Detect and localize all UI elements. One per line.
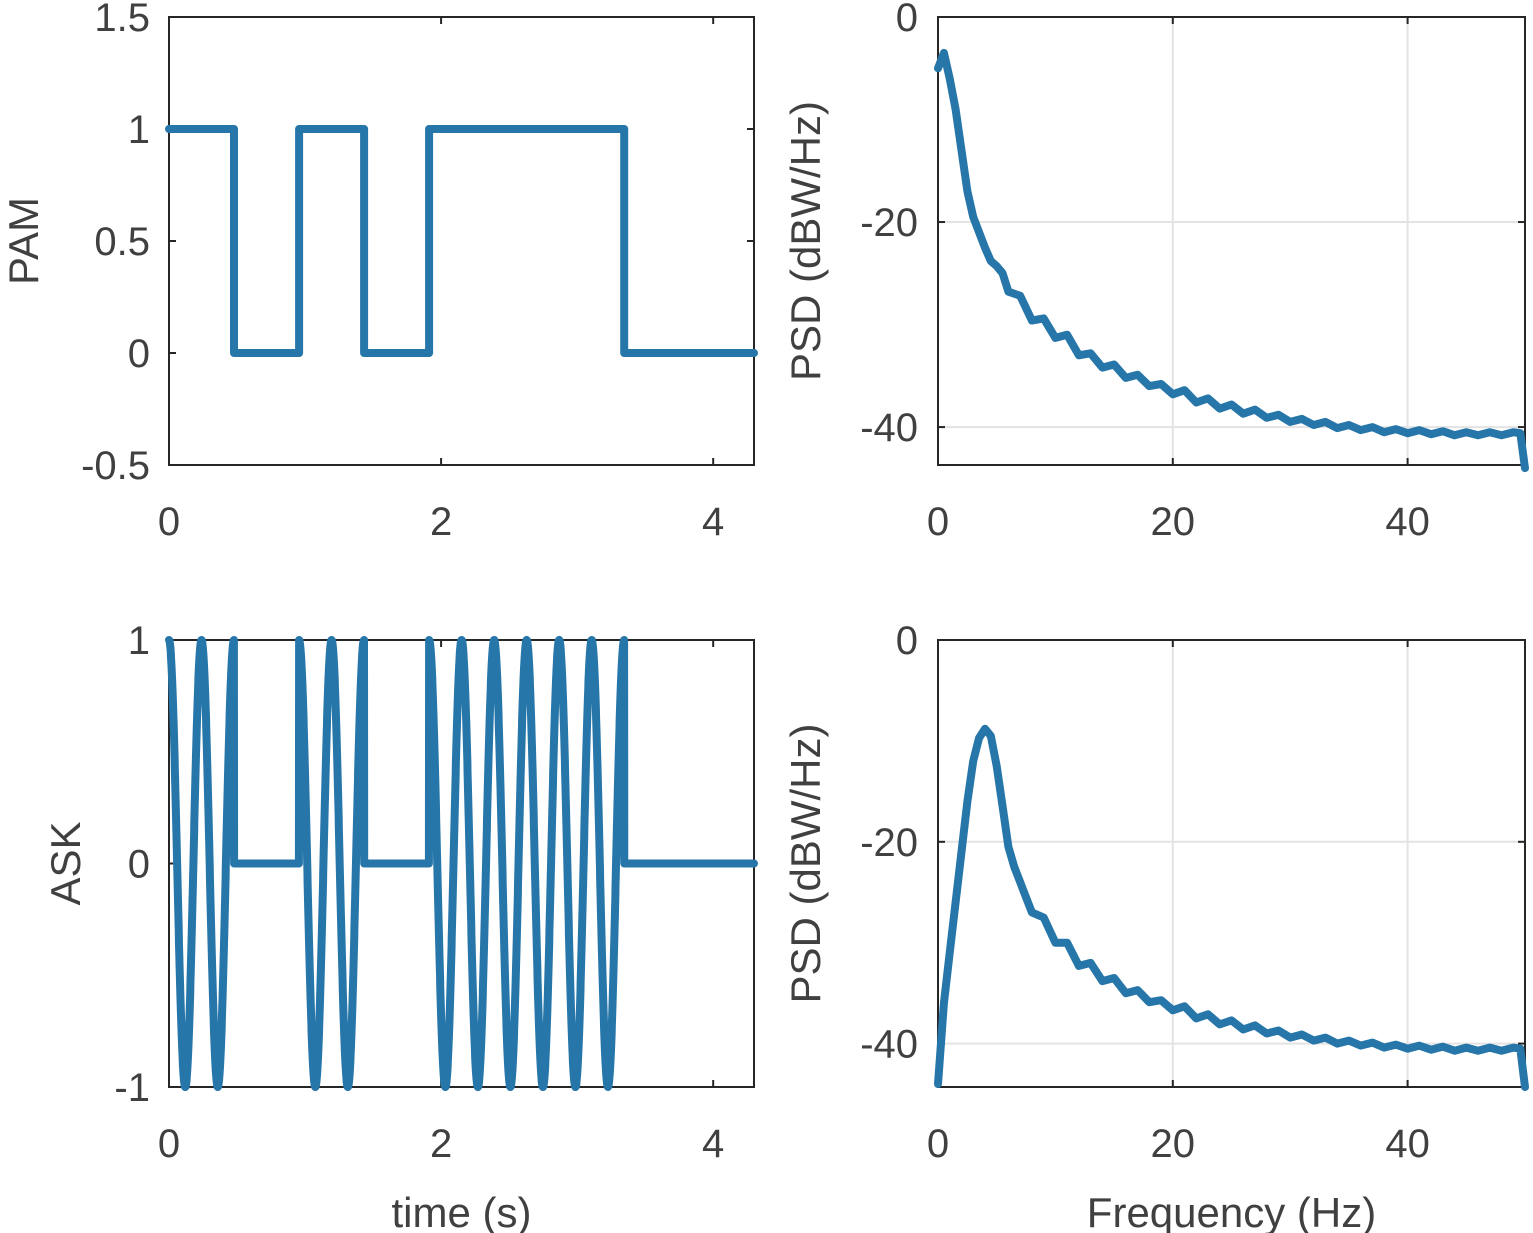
x-tick-label: 40	[1385, 1122, 1430, 1166]
x-tick-label: 20	[1151, 1122, 1196, 1166]
x-tick-label: 20	[1151, 500, 1196, 544]
y-axis-label: ASK	[42, 821, 89, 905]
y-tick-label: 1.5	[94, 0, 150, 40]
y-tick-label: -0.5	[81, 444, 150, 488]
y-tick-label: -40	[860, 406, 918, 450]
y-tick-label: 0	[896, 619, 918, 663]
y-axis-label: PSD (dBW/Hz)	[782, 101, 829, 381]
x-axis-label: time (s)	[392, 1189, 532, 1233]
x-tick-label: 2	[430, 500, 452, 544]
y-tick-label: -40	[860, 1023, 918, 1067]
axes-box	[168, 16, 755, 466]
y-tick-label: 0	[128, 332, 150, 376]
series-line-ask	[165, 636, 758, 1091]
x-tick-label: 0	[158, 500, 180, 544]
axes-box	[937, 16, 1526, 466]
series-line-ask-psd	[934, 724, 1529, 1091]
series-line-pam-psd	[934, 48, 1529, 473]
y-tick-label: 1	[128, 619, 150, 663]
y-tick-label: 0	[128, 843, 150, 887]
series-line-pam	[165, 125, 758, 357]
axes-pam-psd: 0 20 40 -40 -20 0 PSD (dBW/Hz)	[782, 0, 1529, 544]
y-axis-label: PSD (dBW/Hz)	[782, 723, 829, 1003]
x-tick-label: 2	[430, 1122, 452, 1166]
y-tick-label: 0.5	[94, 220, 150, 264]
axes-ask-psd: 0 20 40 -40 -20 0 PSD (dBW/Hz) Frequency (Hz)	[782, 619, 1529, 1233]
axes-box	[937, 639, 1526, 1088]
x-tick-label: 0	[927, 1122, 949, 1166]
x-tick-label: 4	[702, 500, 724, 544]
x-tick-label: 4	[702, 1122, 724, 1166]
y-tick-label: 0	[896, 0, 918, 40]
x-axis-label: Frequency (Hz)	[1087, 1189, 1376, 1233]
y-tick-label: -20	[860, 201, 918, 245]
x-tick-label: 0	[927, 500, 949, 544]
y-tick-label: -20	[860, 821, 918, 865]
x-tick-label: 40	[1385, 500, 1430, 544]
y-axis-label: PAM	[0, 197, 47, 285]
y-tick-label: 1	[128, 108, 150, 152]
x-tick-label: 0	[158, 1122, 180, 1166]
y-tick-label: -1	[114, 1066, 150, 1110]
